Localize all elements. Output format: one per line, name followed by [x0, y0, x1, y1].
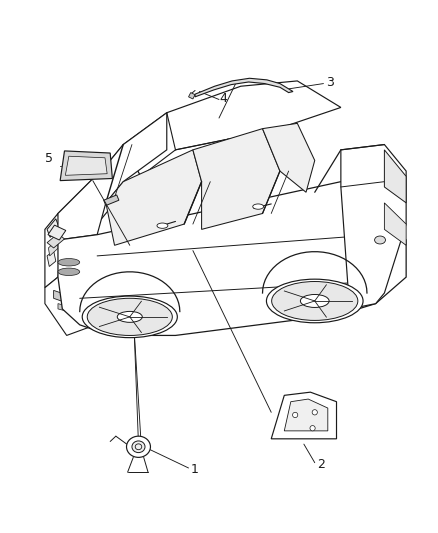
- Ellipse shape: [87, 298, 172, 335]
- Ellipse shape: [310, 425, 315, 431]
- Polygon shape: [45, 277, 110, 335]
- Polygon shape: [385, 150, 406, 203]
- Polygon shape: [106, 150, 201, 245]
- Ellipse shape: [157, 223, 168, 228]
- Polygon shape: [262, 123, 315, 192]
- Polygon shape: [58, 113, 167, 240]
- Polygon shape: [271, 392, 336, 439]
- Polygon shape: [45, 214, 62, 288]
- Polygon shape: [341, 144, 406, 309]
- Polygon shape: [385, 203, 406, 245]
- Ellipse shape: [58, 259, 80, 266]
- Ellipse shape: [127, 436, 150, 457]
- Text: 3: 3: [325, 76, 333, 89]
- Ellipse shape: [253, 204, 264, 209]
- Text: 5: 5: [45, 152, 53, 165]
- Polygon shape: [104, 195, 119, 206]
- Polygon shape: [48, 240, 58, 256]
- Polygon shape: [188, 93, 195, 99]
- Polygon shape: [123, 113, 176, 176]
- Polygon shape: [58, 182, 406, 335]
- Polygon shape: [58, 304, 88, 317]
- Polygon shape: [106, 144, 141, 198]
- Polygon shape: [284, 399, 328, 431]
- Polygon shape: [45, 182, 385, 341]
- Polygon shape: [53, 290, 84, 309]
- Polygon shape: [195, 78, 293, 97]
- Ellipse shape: [312, 410, 318, 415]
- Polygon shape: [48, 225, 66, 240]
- Polygon shape: [58, 166, 119, 240]
- Polygon shape: [45, 81, 406, 341]
- Polygon shape: [60, 151, 113, 181]
- Text: 2: 2: [317, 458, 325, 471]
- Polygon shape: [47, 219, 59, 237]
- Ellipse shape: [300, 294, 329, 308]
- Ellipse shape: [374, 236, 385, 244]
- Polygon shape: [141, 81, 341, 160]
- Ellipse shape: [58, 268, 80, 276]
- Ellipse shape: [293, 413, 298, 418]
- Text: 4: 4: [219, 92, 227, 105]
- Ellipse shape: [266, 279, 363, 323]
- Polygon shape: [47, 251, 56, 266]
- Ellipse shape: [117, 311, 142, 322]
- Ellipse shape: [82, 296, 177, 337]
- Ellipse shape: [272, 281, 358, 320]
- Polygon shape: [65, 156, 107, 175]
- Ellipse shape: [132, 441, 145, 453]
- Polygon shape: [47, 233, 64, 248]
- Text: 1: 1: [191, 463, 198, 475]
- Polygon shape: [193, 128, 280, 229]
